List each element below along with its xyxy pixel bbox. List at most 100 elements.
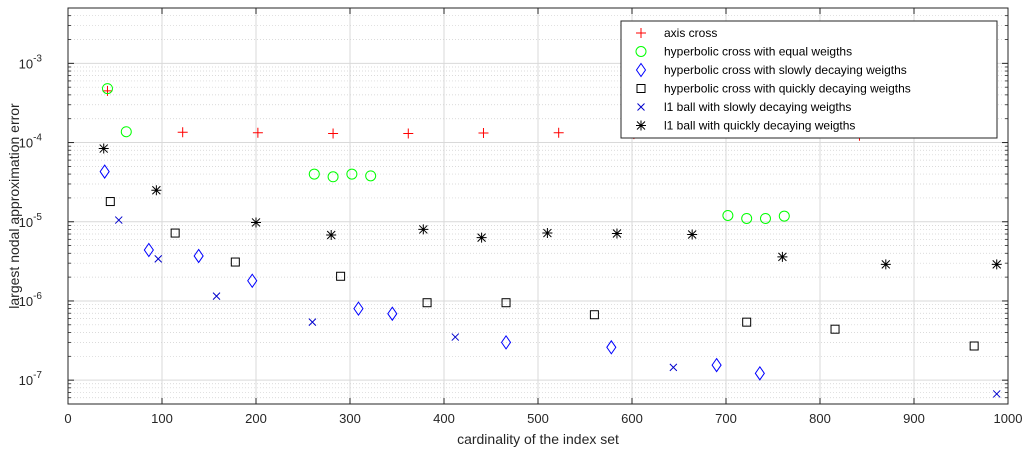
data-point — [777, 251, 788, 262]
legend: axis cross hyperbolic cross with equal we… — [620, 20, 998, 139]
axes-box — [67, 7, 1009, 405]
data-point — [102, 85, 113, 96]
y-tick-base: 10 — [19, 56, 33, 71]
y-axis-label: largest nodal approximation error — [6, 103, 22, 309]
y-tick-label: 10-4 — [19, 133, 43, 151]
data-point — [170, 228, 180, 238]
data-point — [722, 209, 734, 221]
data-point — [154, 255, 163, 263]
legend-box — [620, 20, 998, 139]
data-point — [336, 271, 346, 281]
y-tick-base: 10 — [19, 136, 33, 151]
y-tick-base: 10 — [19, 215, 33, 230]
data-point — [101, 83, 113, 95]
data-point — [418, 224, 429, 235]
x-axis-label: cardinality of the index set — [457, 431, 619, 447]
data-point — [98, 143, 109, 154]
data-point — [252, 127, 263, 138]
data-point — [742, 317, 752, 327]
y-tick-label: 10-3 — [19, 53, 43, 71]
legend-marker — [635, 62, 647, 78]
data-point — [422, 298, 432, 308]
x-tick-label: 300 — [339, 411, 361, 426]
data-point — [105, 197, 115, 207]
y-tick-base: 10 — [19, 373, 33, 388]
y-tick-label: 10-5 — [19, 212, 43, 230]
data-point — [193, 248, 204, 264]
data-point — [120, 126, 132, 138]
data-point — [403, 128, 414, 139]
data-point — [711, 357, 722, 373]
data-point — [500, 334, 512, 350]
data-point — [611, 228, 622, 239]
x-tick-label: 200 — [245, 411, 267, 426]
data-point — [212, 292, 221, 301]
y-tick-exponent: -5 — [33, 212, 42, 223]
y-tick-exponent: -7 — [33, 370, 42, 381]
data-point — [542, 228, 553, 239]
data-point — [669, 363, 678, 372]
data-point — [247, 273, 258, 289]
data-point — [387, 306, 398, 322]
legend-marker — [636, 28, 646, 38]
data-point — [606, 339, 617, 355]
x-tick-label: 1000 — [994, 411, 1023, 426]
legend-entry-label: hyperbolic cross with equal weigths — [664, 45, 852, 59]
legend-marker — [636, 120, 646, 131]
x-tick-label: 0 — [64, 411, 71, 426]
data-point — [778, 210, 790, 222]
data-point — [687, 229, 698, 240]
y-tick-base: 10 — [19, 294, 33, 309]
data-point — [151, 185, 162, 196]
data-point — [353, 301, 364, 317]
data-point — [830, 324, 840, 334]
data-point — [346, 168, 358, 180]
x-tick-label: 700 — [715, 411, 737, 426]
y-tick-exponent: -4 — [33, 133, 42, 144]
data-point — [114, 216, 123, 224]
data-point — [177, 127, 188, 138]
legend-entry-label: hyperbolic cross with quickly decaying w… — [664, 82, 911, 96]
axes: 0 100 200 300 400 500 600 700 800 900 100010-710-6… — [19, 7, 1023, 426]
x-tick-label: 600 — [621, 411, 643, 426]
data-point — [969, 341, 979, 351]
data-point — [759, 212, 771, 224]
data-point — [501, 298, 511, 308]
x-tick-label: 100 — [151, 411, 173, 426]
x-tick-label: 500 — [527, 411, 549, 426]
data-point — [476, 232, 487, 243]
data-point — [991, 259, 1002, 270]
legend-marker — [635, 46, 647, 57]
data-point — [992, 390, 1001, 398]
data-point — [143, 242, 154, 258]
legend-entry-label: hyperbolic cross with slowly decaying we… — [664, 63, 907, 77]
data-point — [880, 259, 891, 270]
data-point — [451, 333, 460, 341]
data-point — [741, 212, 753, 224]
x-tick-label: 400 — [433, 411, 455, 426]
y-tick-label: 10-6 — [19, 291, 43, 309]
legend-entry-label: axis cross — [664, 26, 717, 40]
data-point — [308, 318, 317, 327]
data-point — [308, 168, 320, 180]
data-point — [754, 365, 765, 381]
data-point — [251, 217, 261, 228]
x-tick-label: 800 — [809, 411, 831, 426]
legend-entry-label: l1 ball with slowly decaying weigths — [664, 100, 851, 114]
data-point — [327, 171, 339, 183]
data-point — [230, 257, 240, 267]
data-point — [326, 230, 337, 241]
y-tick-exponent: -6 — [33, 291, 42, 302]
data-point — [99, 164, 110, 179]
y-tick-exponent: -3 — [33, 53, 42, 64]
legend-marker — [637, 103, 645, 111]
data-point — [478, 128, 489, 139]
x-tick-label: 900 — [903, 411, 925, 426]
y-tick-label: 10-7 — [19, 370, 43, 388]
legend-marker — [636, 84, 646, 93]
data-point — [328, 128, 339, 139]
data-point — [589, 310, 599, 320]
data-point — [365, 170, 377, 182]
data-point — [553, 127, 564, 138]
